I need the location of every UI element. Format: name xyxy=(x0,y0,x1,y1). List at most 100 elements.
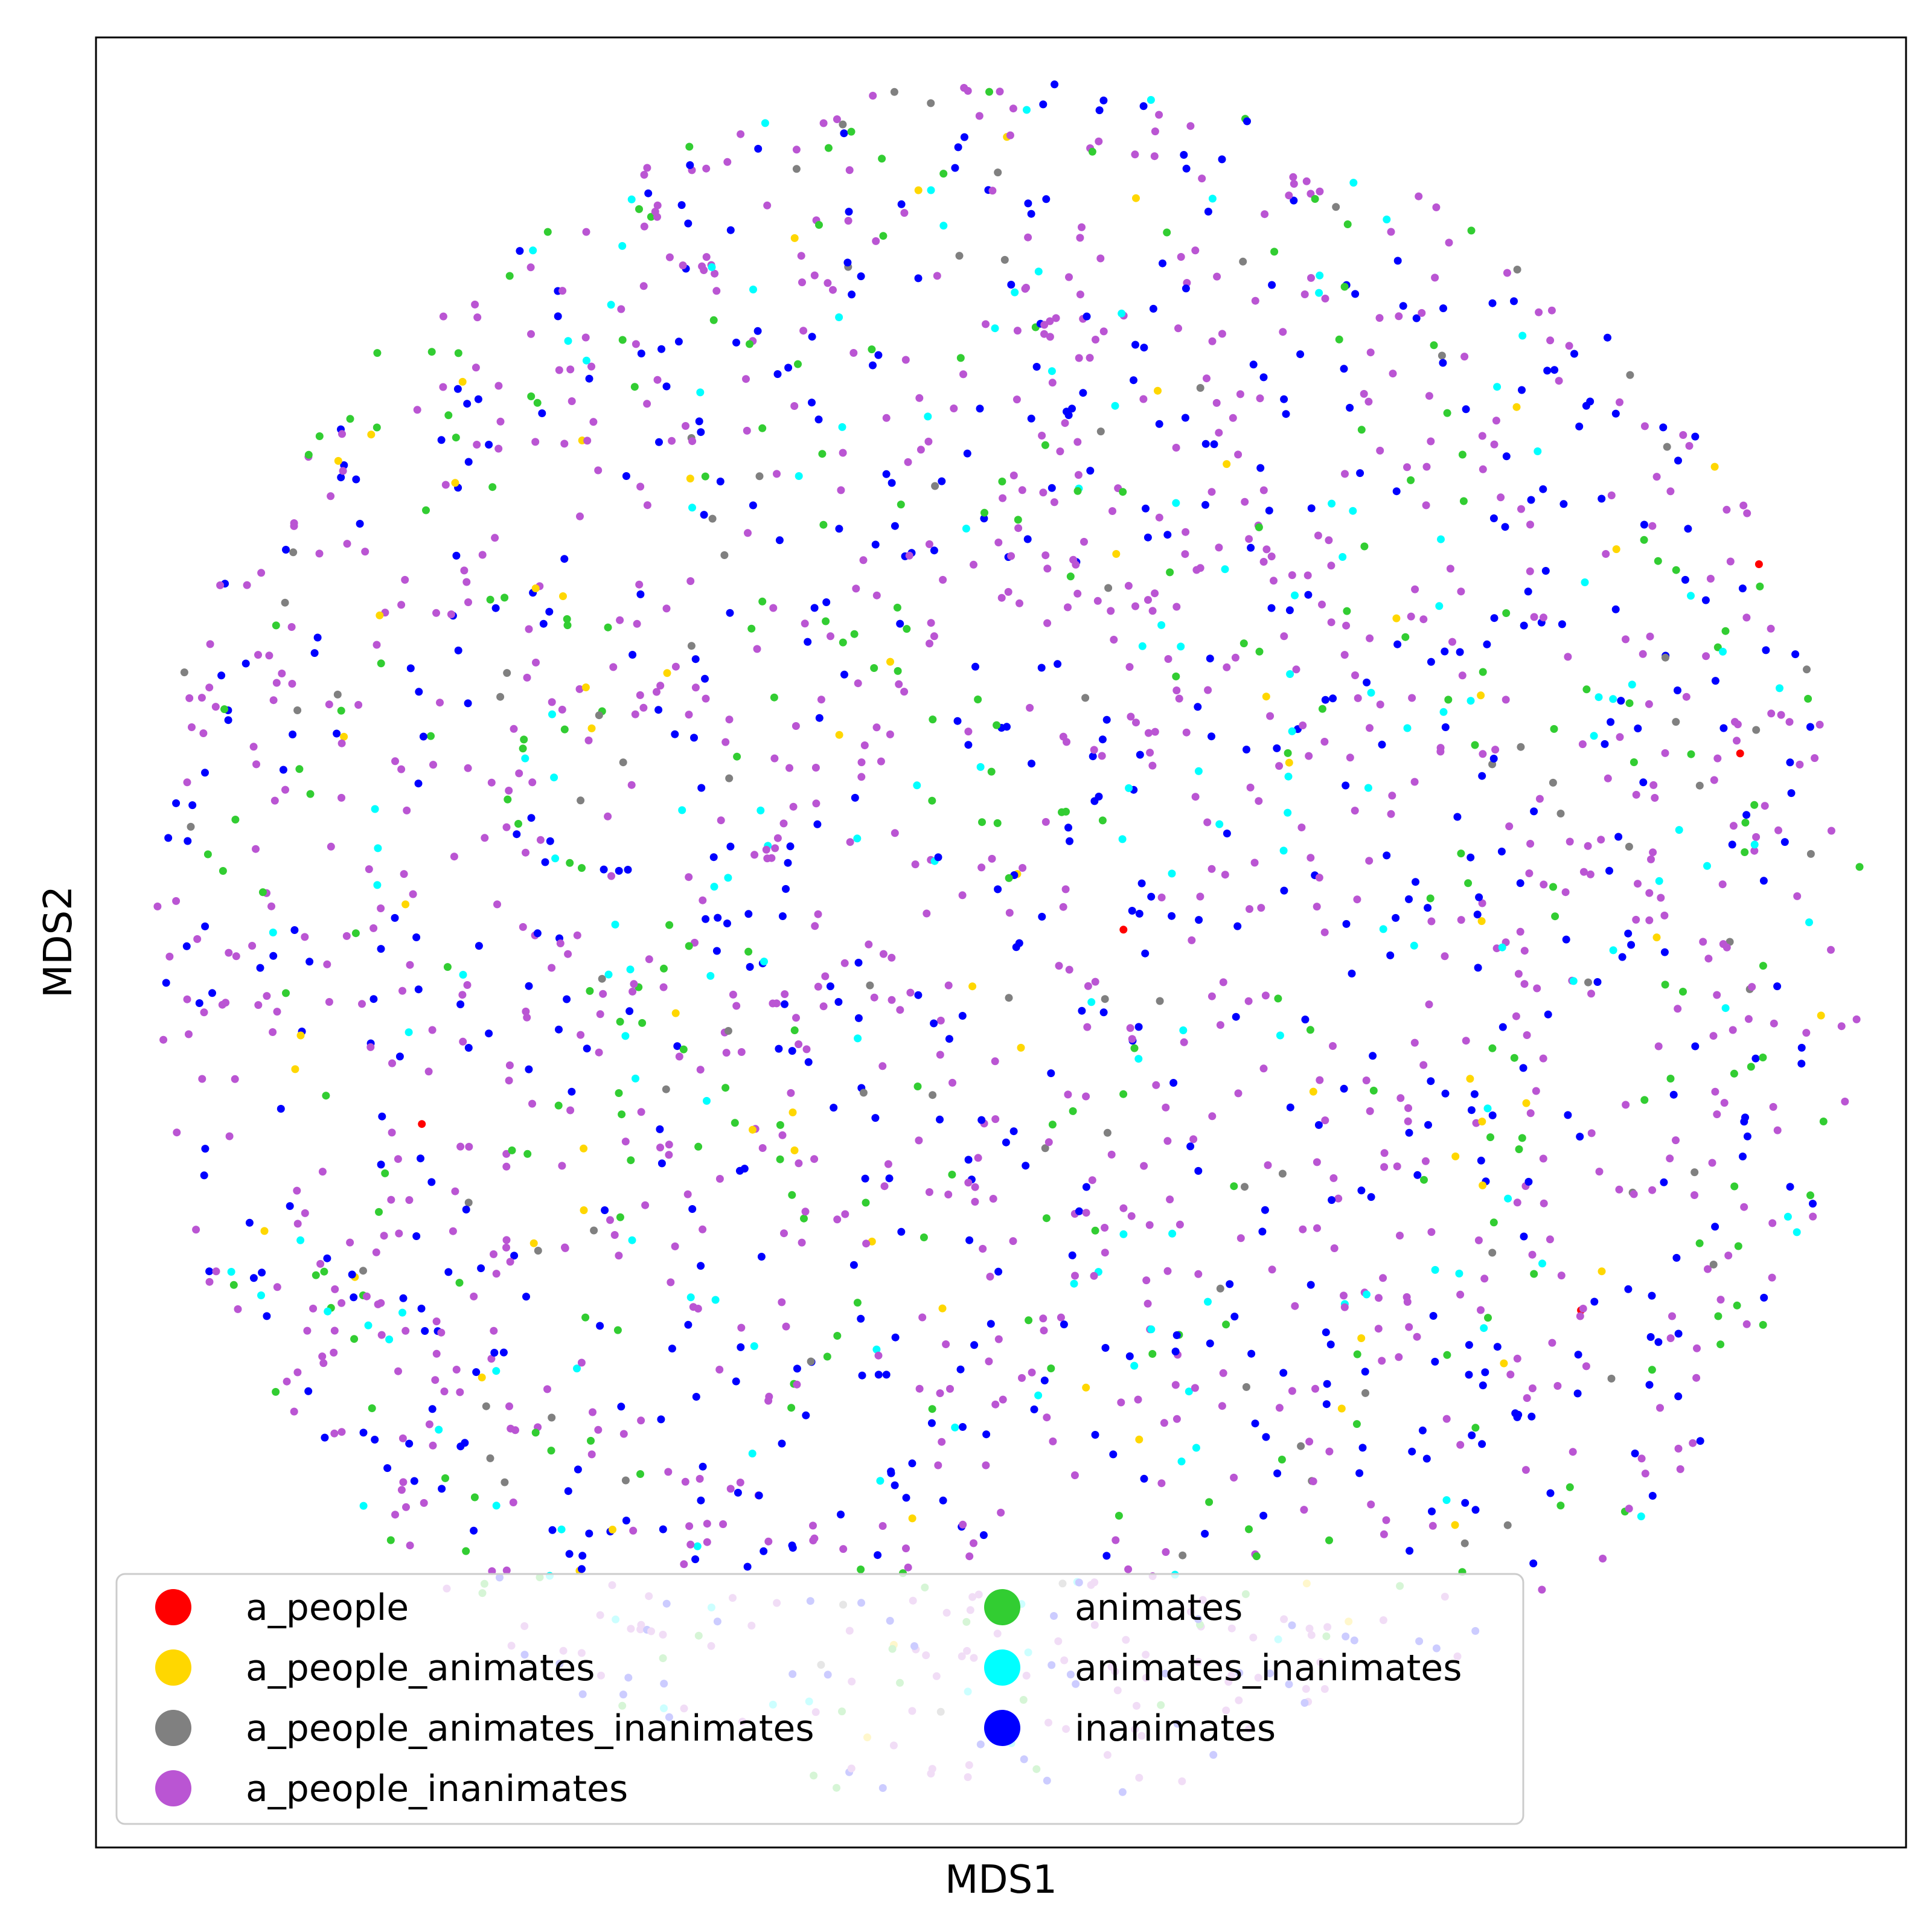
scatter-point-a-people-inanimates xyxy=(725,715,734,724)
scatter-point-animates-inanimates xyxy=(1498,943,1506,952)
scatter-point-inanimates xyxy=(1301,1016,1310,1024)
scatter-point-a-people-animates xyxy=(938,1304,947,1313)
scatter-point-inanimates xyxy=(1023,535,1032,543)
scatter-point-a-people-animates-inanimates xyxy=(1556,810,1565,817)
scatter-point-a-people-inanimates xyxy=(1514,970,1523,978)
scatter-point-inanimates xyxy=(1648,1291,1656,1300)
scatter-point-inanimates xyxy=(565,1550,574,1558)
scatter-point-a-people-inanimates xyxy=(671,662,680,671)
scatter-point-a-people-inanimates xyxy=(884,1160,892,1168)
scatter-point-inanimates xyxy=(1489,514,1498,522)
scatter-point-animates xyxy=(1672,566,1680,574)
scatter-point-animates-inanimates xyxy=(324,1307,332,1316)
scatter-point-a-people-animates-inanimates xyxy=(708,514,717,523)
scatter-point-inanimates xyxy=(1611,605,1620,613)
scatter-point-a-people-inanimates xyxy=(269,1028,277,1036)
scatter-point-a-people-inanimates xyxy=(1407,612,1415,621)
scatter-point-inanimates xyxy=(263,1312,271,1320)
scatter-point-inanimates xyxy=(743,1563,752,1571)
legend-label: a_people_animates_inanimates xyxy=(246,1707,814,1750)
scatter-point-a-people-inanimates xyxy=(1427,1228,1436,1236)
scatter-point-a-people-inanimates xyxy=(440,1387,449,1396)
scatter-point-inanimates xyxy=(1232,1012,1240,1021)
scatter-point-a-people-animates-inanimates xyxy=(927,99,935,107)
scatter-point-animates xyxy=(1747,1063,1755,1071)
scatter-point-inanimates xyxy=(323,1254,331,1262)
scatter-point-animates xyxy=(833,1332,842,1340)
scatter-point-animates-inanimates xyxy=(872,1345,881,1354)
scatter-point-inanimates xyxy=(600,865,608,874)
scatter-point-a-people-inanimates xyxy=(490,1326,498,1335)
scatter-point-inanimates xyxy=(840,129,848,138)
scatter-point-a-people-inanimates xyxy=(1245,535,1253,543)
scatter-point-animates xyxy=(1119,488,1127,496)
scatter-point-inanimates xyxy=(1079,389,1087,397)
scatter-point-inanimates xyxy=(1393,257,1402,265)
scatter-point-a-people-inanimates xyxy=(330,1326,339,1335)
scatter-point-animates-inanimates xyxy=(761,119,769,127)
scatter-point-animates-inanimates xyxy=(1118,309,1126,318)
scatter-point-a-people-animates xyxy=(580,1144,588,1153)
scatter-point-animates xyxy=(787,1404,796,1412)
scatter-point-inanimates xyxy=(808,333,816,341)
scatter-point-a-people-inanimates xyxy=(561,1243,569,1252)
scatter-point-animates xyxy=(1255,523,1263,531)
scatter-point-a-people-inanimates xyxy=(1716,1296,1725,1304)
scatter-point-a-people-inanimates xyxy=(1208,1112,1217,1121)
scatter-point-inanimates xyxy=(897,1227,906,1236)
scatter-point-a-people-inanimates xyxy=(1403,463,1411,472)
scatter-point-inanimates xyxy=(691,655,700,664)
scatter-point-a-people-inanimates xyxy=(970,1539,977,1547)
scatter-point-a-people-inanimates xyxy=(1637,1454,1646,1463)
scatter-point-a-people-inanimates xyxy=(1292,665,1300,674)
scatter-point-inanimates xyxy=(1296,350,1305,359)
scatter-point-a-people-inanimates xyxy=(587,1450,596,1459)
scatter-point-a-people-inanimates xyxy=(1380,1530,1388,1538)
scatter-point-a-people-inanimates xyxy=(665,1140,673,1149)
scatter-point-animates-inanimates xyxy=(1328,499,1336,508)
scatter-point-a-people-inanimates xyxy=(502,1150,511,1158)
scatter-point-a-people-inanimates xyxy=(1007,552,1016,560)
scatter-point-animates xyxy=(709,316,718,324)
scatter-point-inanimates xyxy=(1711,677,1719,685)
scatter-point-animates-inanimates xyxy=(991,324,999,333)
scatter-point-inanimates xyxy=(854,1014,863,1022)
scatter-point-a-people-inanimates xyxy=(977,863,986,872)
scatter-point-a-people-inanimates xyxy=(1564,653,1572,661)
scatter-point-a-people-inanimates xyxy=(1320,738,1329,746)
scatter-point-animates-inanimates xyxy=(688,504,696,512)
scatter-point-animates xyxy=(1306,1026,1314,1034)
scatter-point-a-people-inanimates xyxy=(1479,465,1487,473)
scatter-point-a-people-inanimates xyxy=(1241,497,1249,506)
scatter-point-a-people-inanimates xyxy=(905,551,913,560)
scatter-point-inanimates xyxy=(205,1267,214,1276)
scatter-point-a-people-inanimates xyxy=(1072,560,1080,569)
scatter-point-a-people-inanimates xyxy=(685,873,693,881)
scatter-point-a-people-inanimates xyxy=(1366,634,1374,642)
scatter-point-a-people-inanimates xyxy=(1740,1203,1748,1211)
scatter-point-a-people-animates-inanimates xyxy=(1690,1168,1699,1177)
scatter-point-inanimates xyxy=(858,1371,866,1380)
scatter-point-inanimates xyxy=(1696,1437,1704,1445)
scatter-point-inanimates xyxy=(749,501,757,510)
scatter-point-a-people-inanimates xyxy=(391,1511,399,1519)
scatter-point-inanimates xyxy=(1125,1352,1134,1360)
scatter-point-a-people-inanimates xyxy=(536,836,545,844)
scatter-point-a-people-inanimates xyxy=(1255,797,1263,805)
scatter-point-inanimates xyxy=(1659,423,1668,432)
scatter-point-animates xyxy=(776,1121,784,1129)
scatter-point-a-people-inanimates xyxy=(281,785,289,794)
scatter-point-a-people-animates xyxy=(1082,1383,1090,1392)
scatter-point-a-people-inanimates xyxy=(640,222,648,231)
scatter-point-a-people-inanimates xyxy=(358,1000,366,1008)
scatter-point-a-people-inanimates xyxy=(519,923,527,931)
scatter-point-a-people-inanimates xyxy=(337,1299,346,1307)
scatter-point-a-people-animates-inanimates xyxy=(359,1267,367,1275)
scatter-point-animates xyxy=(304,450,313,459)
scatter-point-inanimates xyxy=(560,555,569,563)
scatter-point-animates xyxy=(533,398,542,407)
scatter-point-inanimates xyxy=(697,1262,705,1270)
scatter-point-animates xyxy=(788,1191,796,1199)
scatter-point-a-people-animates xyxy=(1017,1043,1025,1052)
scatter-point-animates-inanimates xyxy=(492,1367,501,1375)
